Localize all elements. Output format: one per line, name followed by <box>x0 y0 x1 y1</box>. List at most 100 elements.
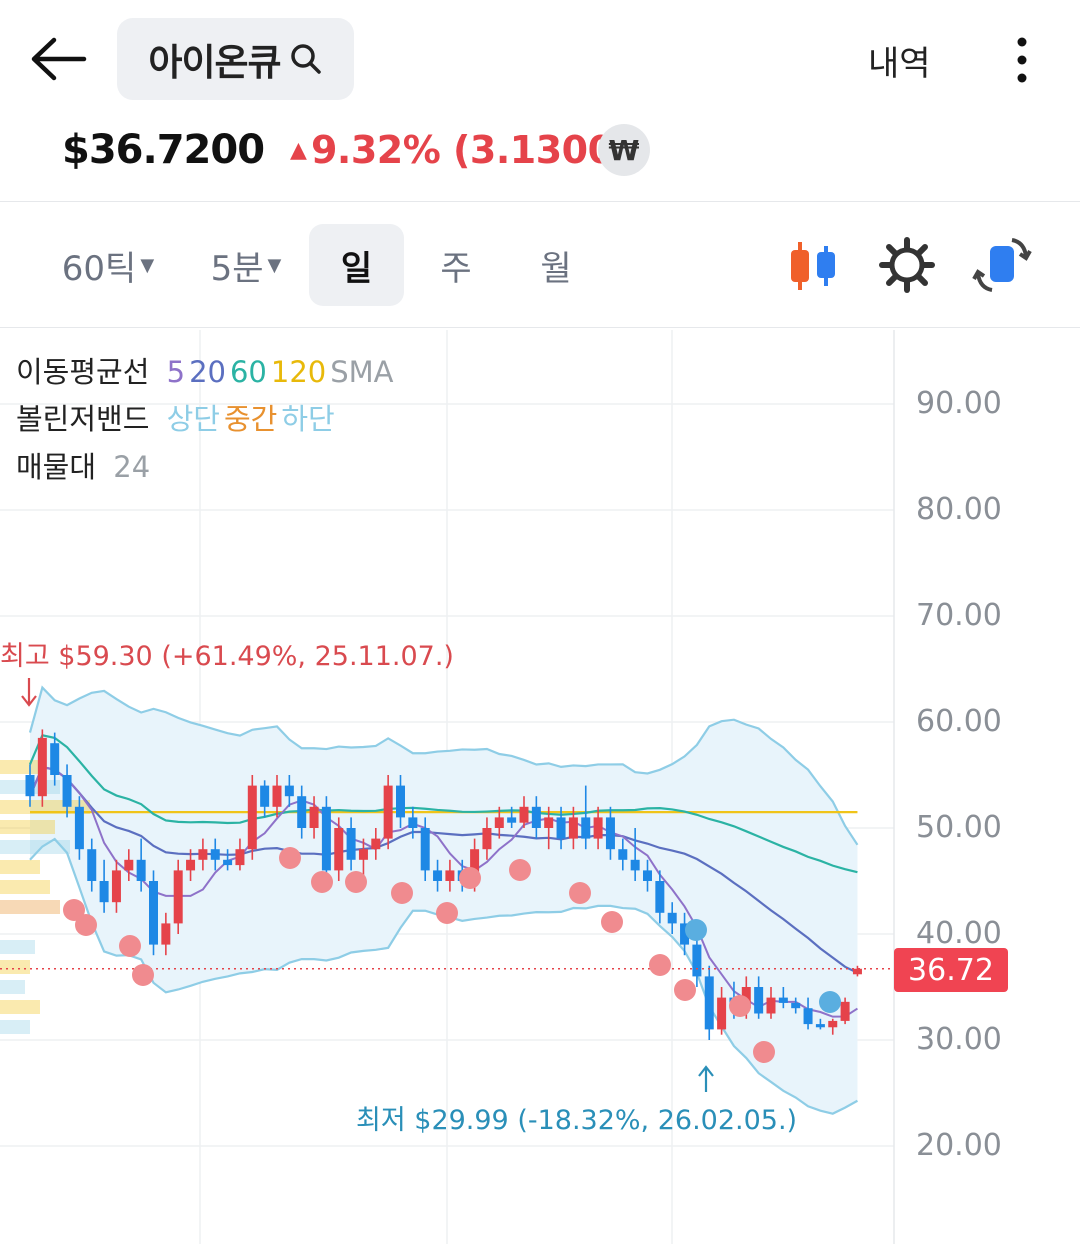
volume-profile-bar <box>0 1020 30 1034</box>
candle-body <box>420 828 430 871</box>
candle-body <box>111 870 121 903</box>
y-tick: 20.00 <box>916 1128 1002 1163</box>
tick-interval-label: 60틱 <box>61 248 137 289</box>
candle-body <box>704 976 714 1030</box>
history-button[interactable]: 내역 <box>868 44 931 84</box>
candle-body <box>717 997 727 1030</box>
candle-body <box>37 737 47 797</box>
candle-body <box>680 923 690 945</box>
candle-body <box>198 849 208 860</box>
bb-upper-label: 상단 <box>166 402 220 436</box>
ma5-label: 5 <box>166 355 186 389</box>
buy-signal-marker <box>729 995 751 1017</box>
y-tick: 40.00 <box>916 916 1002 951</box>
candle-body <box>321 806 331 871</box>
candle-body <box>87 849 97 881</box>
candle-body <box>124 859 134 871</box>
candle-body <box>643 870 652 881</box>
candle-body <box>655 881 665 913</box>
header-divider <box>0 201 1080 202</box>
buy-signal-marker <box>391 882 413 904</box>
candle-body <box>778 997 788 1003</box>
buy-signal-marker <box>569 882 591 904</box>
candle-body <box>852 968 862 975</box>
candle-body <box>519 806 529 823</box>
gear-icon <box>879 237 935 293</box>
price-chart[interactable] <box>0 330 1080 1244</box>
stock-search-pill[interactable]: 아이온큐 <box>117 18 354 100</box>
volume-profile-bar <box>0 860 40 874</box>
candle-body <box>223 859 233 866</box>
candle-body <box>173 870 183 924</box>
candle-body <box>531 806 541 828</box>
candle-body <box>247 785 257 850</box>
candle-body <box>815 1024 825 1028</box>
y-tick: 80.00 <box>916 492 1002 527</box>
candle-body <box>482 828 492 850</box>
price-change: 9.32% (3.1300) <box>310 128 631 172</box>
buy-signal-marker <box>311 871 333 893</box>
high-arrow-icon <box>21 678 37 707</box>
bollinger-legend: 볼린저밴드 상단 중간 하단 <box>16 396 335 438</box>
candlestick-chart-canvas[interactable] <box>0 330 1080 1244</box>
ma120-label: 120 <box>270 355 327 389</box>
sell-signal-marker <box>685 919 707 941</box>
candle-body <box>840 1001 850 1021</box>
candle-body <box>62 775 72 807</box>
volume-profile-bar <box>0 980 25 994</box>
candle-body <box>544 817 554 828</box>
ma60-label: 60 <box>229 355 267 389</box>
candle-body <box>605 817 615 850</box>
candle-body <box>383 785 393 839</box>
minute-interval-label: 5분 <box>210 248 264 289</box>
arrow-left-icon <box>31 37 87 81</box>
high-price-annotation: 최고 $59.30 (+61.49%, 25.11.07.) <box>0 641 454 672</box>
caret-down-icon: ▼ <box>140 254 155 276</box>
volume-profile-bar <box>0 1000 40 1014</box>
bollinger-upper-line <box>28 685 859 846</box>
ma60-line <box>28 733 858 874</box>
more-menu-button[interactable] <box>1004 34 1040 88</box>
candle-body <box>260 785 270 807</box>
currency-toggle-button[interactable]: ₩ <box>598 124 650 176</box>
candle-body <box>74 806 84 850</box>
tab-month[interactable]: 월 <box>540 248 572 289</box>
ma-legend-label: 이동평균선 <box>16 355 150 389</box>
candle-body <box>235 849 245 866</box>
candle-body <box>284 785 294 797</box>
candle-body <box>470 849 480 881</box>
tab-week[interactable]: 주 <box>440 248 472 289</box>
volume-profile-legend: 매물대 24 <box>16 444 150 486</box>
buy-signal-marker <box>601 911 623 933</box>
candle-body <box>186 859 196 871</box>
volume-profile-bar <box>0 840 70 854</box>
chart-type-button[interactable] <box>786 238 840 294</box>
volume-profile-bar <box>0 760 45 774</box>
candle-body <box>210 849 220 860</box>
candlestick-icon <box>791 242 835 290</box>
candle-body <box>161 923 171 945</box>
up-arrow-icon: ▲ <box>290 137 307 163</box>
candle-body <box>494 817 504 828</box>
chart-settings-button[interactable] <box>878 236 936 294</box>
tick-interval-dropdown[interactable]: 60틱 ▼ <box>48 224 168 306</box>
candle-body <box>618 849 628 860</box>
toolbar-divider <box>0 327 1080 328</box>
bollinger-band-fill <box>30 687 858 1114</box>
y-tick: 50.00 <box>916 810 1002 845</box>
candle-body <box>297 796 307 828</box>
volume-profile-value: 24 <box>113 450 151 484</box>
back-button[interactable] <box>28 30 90 88</box>
candle-body <box>272 785 282 807</box>
volume-profile-bar <box>0 940 35 954</box>
tab-day[interactable]: 일 <box>309 224 404 306</box>
rotate-screen-button[interactable] <box>972 234 1034 296</box>
candle-body <box>803 1008 813 1025</box>
candle-body <box>334 828 344 871</box>
minute-interval-dropdown[interactable]: 5분 ▼ <box>196 224 296 306</box>
candle-body <box>630 859 640 871</box>
bollinger-legend-label: 볼린저밴드 <box>16 402 150 436</box>
stock-name: 아이온큐 <box>148 41 281 84</box>
buy-signal-marker <box>75 914 97 936</box>
low-price-annotation: 최저 $29.99 (-18.32%, 26.02.05.) <box>356 1105 798 1136</box>
